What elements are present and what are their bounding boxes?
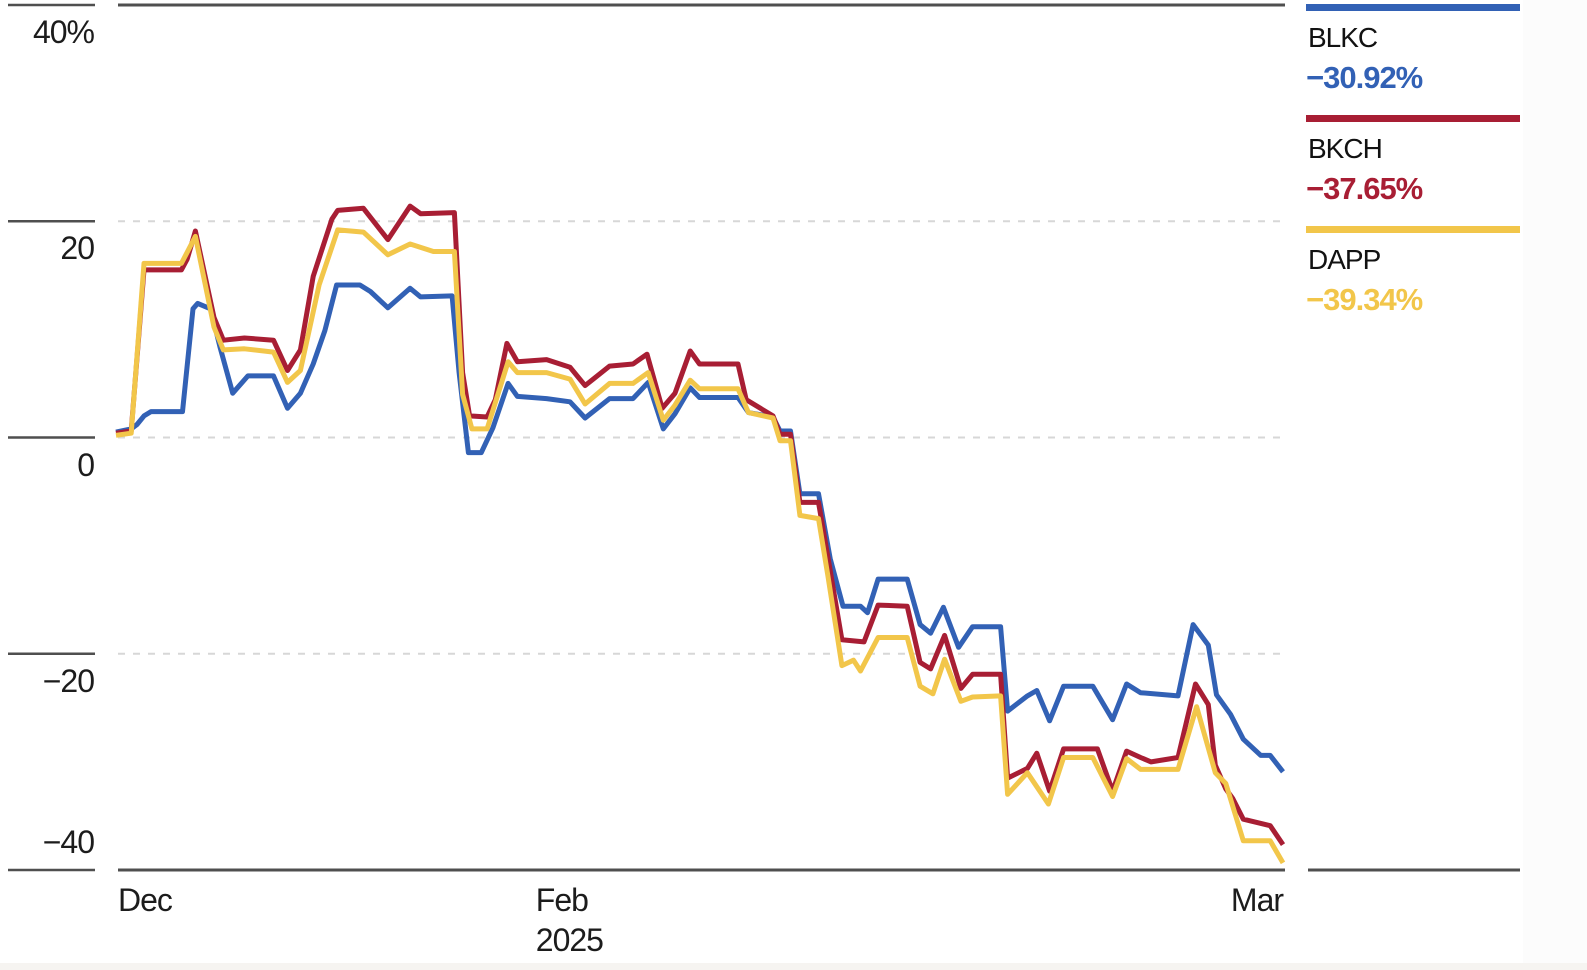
legend-change-dapp: −39.34% xyxy=(1306,282,1423,317)
legend-item-blkc[interactable]: BLKC −30.92% xyxy=(1306,0,1522,111)
y-tick-label--40: −40 xyxy=(42,824,95,860)
x-tick-label-mar: Mar xyxy=(1230,882,1284,918)
legend-swatch-bkch xyxy=(1306,115,1520,122)
y-tick-label-20: 20 xyxy=(60,230,95,267)
series-line-dapp[interactable] xyxy=(115,227,1286,865)
legend-swatch-dapp xyxy=(1306,226,1520,233)
legend-ticker-bkch: BKCH xyxy=(1308,133,1383,164)
y-tick-label--20: −20 xyxy=(42,662,95,699)
series-line-blkc[interactable] xyxy=(115,282,1285,774)
x-tick-label-feb: Feb xyxy=(535,882,589,918)
legend-swatch-blkc xyxy=(1306,4,1520,11)
y-tick-label-0: 0 xyxy=(77,446,95,483)
legend-change-blkc: −30.92% xyxy=(1306,60,1423,95)
window-edge-bottom xyxy=(0,963,1587,970)
legend-item-dapp[interactable]: DAPP −39.34% xyxy=(1306,222,1522,333)
legend-ticker-dapp: DAPP xyxy=(1308,244,1381,275)
legend: BLKC −30.92% BKCH −37.65% DAPP −39.34% xyxy=(1306,0,1522,333)
legend-change-bkch: −37.65% xyxy=(1306,171,1423,206)
legend-item-bkch[interactable]: BKCH −37.65% xyxy=(1306,111,1522,222)
legend-ticker-blkc: BLKC xyxy=(1308,22,1378,53)
x-axis-year-label: 2025 xyxy=(535,922,604,958)
y-tick-label-40: 40% xyxy=(32,14,95,50)
window-edge-right xyxy=(1523,0,1587,970)
series-line-bkch[interactable] xyxy=(115,203,1286,847)
x-tick-label-dec: Dec xyxy=(118,882,173,918)
